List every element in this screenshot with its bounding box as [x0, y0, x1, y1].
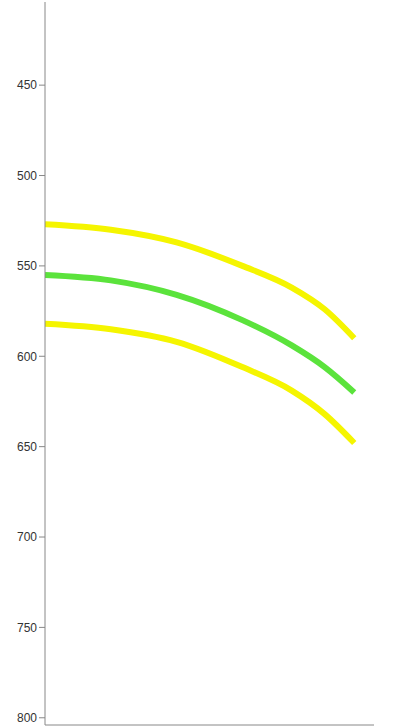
svg-text:500: 500	[17, 169, 37, 183]
svg-text:800: 800	[17, 711, 37, 725]
svg-text:600: 600	[17, 350, 37, 364]
svg-text:550: 550	[17, 259, 37, 273]
svg-text:700: 700	[17, 530, 37, 544]
svg-text:750: 750	[17, 621, 37, 635]
svg-text:450: 450	[17, 78, 37, 92]
svg-text:650: 650	[17, 440, 37, 454]
